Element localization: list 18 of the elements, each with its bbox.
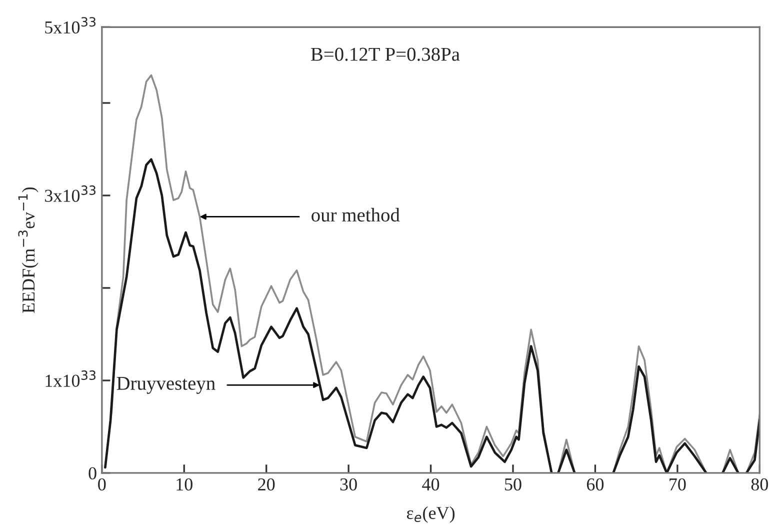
x-tick-label: 60 — [586, 478, 604, 491]
annotation: Druyvesteyn — [116, 376, 216, 394]
x-tick-label: 70 — [670, 478, 686, 491]
x-tick-label: 80 — [751, 478, 768, 491]
x-tick-label: 20 — [258, 478, 275, 491]
y-tick-label: 0 — [88, 467, 96, 480]
y-axis-title: EEDF(m$^{−3}$ev$^{−1}$) — [18, 187, 38, 313]
y-tick-label: 5x10$^{33}$ — [45, 17, 96, 34]
annotation: our method — [312, 208, 400, 222]
y-tick-label: 3x10$^{33}$ — [45, 185, 96, 202]
y-tick-label: 1x10$^{33}$ — [46, 370, 96, 387]
x-tick-label: 40 — [422, 478, 440, 491]
x-axis-title: ε$_{e}$(eV) — [406, 506, 455, 523]
annotation: B=0.12T P=0.38Pa — [310, 48, 460, 61]
x-tick-label: 0 — [98, 478, 106, 491]
x-tick-label: 50 — [505, 478, 522, 491]
x-tick-label: 10 — [176, 478, 192, 491]
x-tick-label: 30 — [340, 478, 357, 491]
